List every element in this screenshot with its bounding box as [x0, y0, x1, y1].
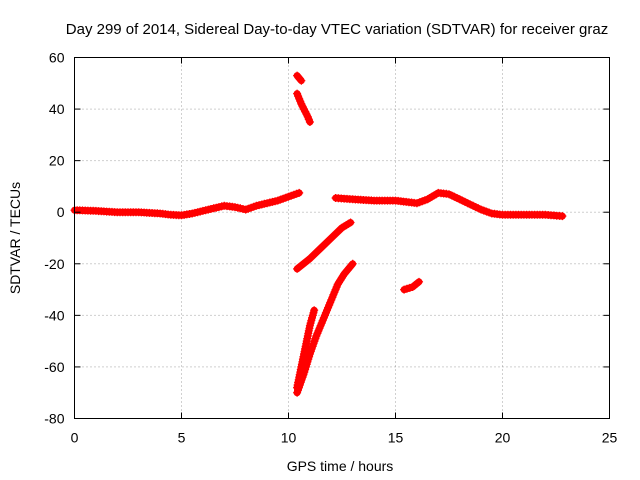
- data-point-marker: [347, 261, 355, 270]
- x-tick-label: 0: [71, 430, 79, 446]
- data-point-marker: [348, 259, 357, 268]
- chart-title: Day 299 of 2014, Sidereal Day-to-day VTE…: [66, 21, 608, 38]
- y-tick-label: -60: [44, 359, 64, 375]
- data-point-marker: [295, 188, 304, 197]
- data-layer: [70, 71, 567, 397]
- x-tick-label: 25: [602, 430, 618, 446]
- data-point-marker: [295, 75, 304, 83]
- grid-layer: [74, 57, 610, 419]
- x-tick-label: 20: [495, 430, 511, 446]
- x-tick-label: 15: [388, 430, 404, 446]
- data-point-marker: [310, 306, 319, 315]
- x-tick-label: 5: [178, 430, 186, 446]
- data-point-marker: [415, 277, 424, 286]
- y-tick-label: 20: [49, 153, 65, 169]
- data-point-marker: [333, 280, 342, 289]
- y-axis-label: SDTVAR / TECUs: [7, 182, 23, 294]
- data-point-marker: [558, 212, 567, 221]
- data-point-marker: [341, 268, 350, 276]
- data-point-marker: [305, 117, 314, 126]
- y-tick-label: 40: [49, 101, 65, 117]
- data-point-marker: [297, 76, 306, 85]
- y-tick-label: -80: [44, 411, 64, 427]
- plot-frame: [74, 57, 610, 419]
- y-tick-label: -40: [44, 307, 64, 323]
- x-axis-label: GPS time / hours: [287, 458, 394, 474]
- data-point-marker: [337, 274, 346, 283]
- series-upper-segment-1: [293, 72, 305, 85]
- y-tick-label: 0: [57, 204, 65, 220]
- y-tick-label: -20: [44, 256, 64, 272]
- x-tick-label: 10: [281, 430, 297, 446]
- data-point-marker: [346, 218, 355, 227]
- tick-layer: 0 5 10 15 20 25 -80 -60 -40 -20 0 20 40 60: [44, 50, 617, 446]
- y-tick-label: 60: [49, 50, 65, 66]
